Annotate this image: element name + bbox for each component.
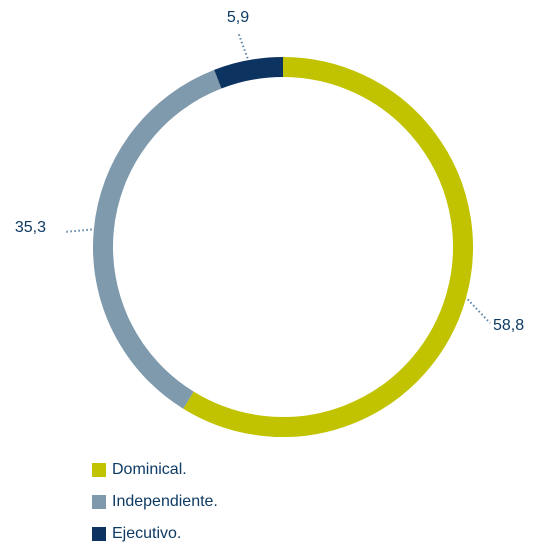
legend-label-ejecutivo: Ejecutivo.: [112, 525, 182, 542]
data-label-ejecutivo: 5,9: [227, 9, 249, 26]
leader-line-independiente: [63, 228, 92, 233]
legend-swatch-dominical: [92, 463, 106, 477]
legend-label-independiente: Independiente.: [112, 493, 218, 510]
legend: Dominical. Independiente. Ejecutivo.: [92, 460, 218, 556]
legend-item-independiente: Independiente.: [92, 492, 218, 512]
slice-dominical: [183, 57, 473, 437]
leader-line-dominical: [466, 298, 491, 324]
leader-line-ejecutivo: [237, 31, 249, 59]
slices-group: [93, 57, 473, 437]
slice-ejecutivo: [214, 57, 284, 89]
legend-swatch-independiente: [92, 495, 106, 509]
legend-swatch-ejecutivo: [92, 527, 106, 541]
data-label-dominical: 58,8: [493, 317, 524, 334]
slice-independiente: [93, 69, 222, 409]
legend-item-ejecutivo: Ejecutivo.: [92, 524, 218, 544]
data-labels-group: 58,8 35,3 5,9: [15, 9, 524, 334]
legend-item-dominical: Dominical.: [92, 460, 218, 480]
data-label-independiente: 35,3: [15, 219, 46, 236]
leader-lines-group: [63, 31, 491, 324]
legend-label-dominical: Dominical.: [112, 461, 187, 478]
